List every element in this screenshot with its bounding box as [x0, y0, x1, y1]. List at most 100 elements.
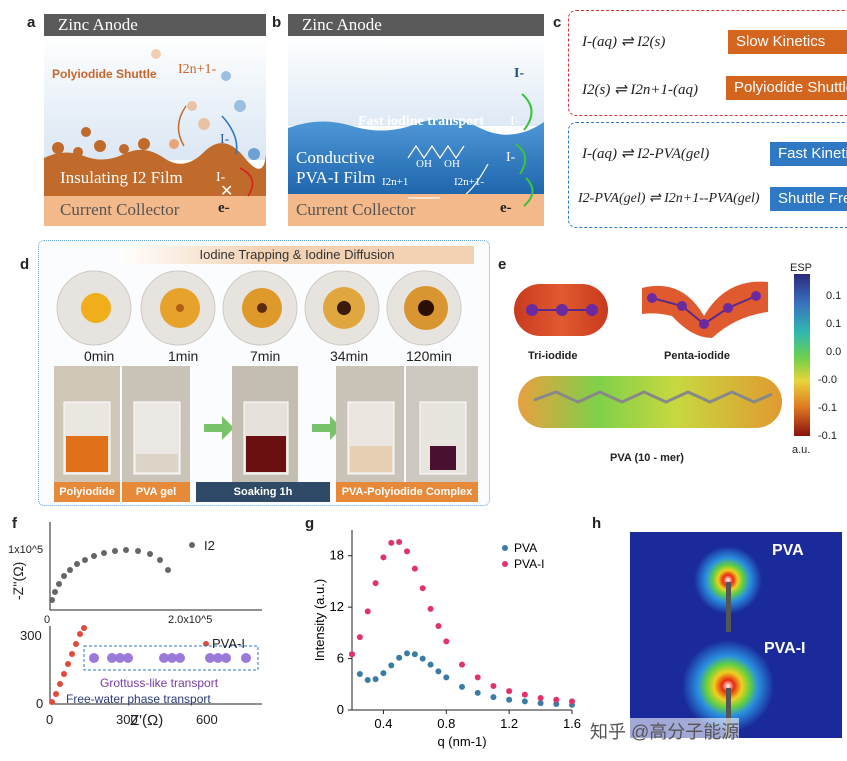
g-point-pva	[506, 696, 513, 703]
g-point-pva	[372, 676, 379, 683]
g-point-pva	[427, 661, 434, 668]
g-point-pva-i	[396, 539, 403, 545]
f-xtick-2: 600	[196, 712, 218, 727]
panel-label-c: c	[553, 14, 562, 31]
pva-10mer-label: PVA (10 - mer)	[610, 452, 684, 464]
esp-tick-0: 0.1	[826, 290, 842, 302]
g-point-pva-i	[388, 539, 395, 546]
beaker-photos	[54, 366, 478, 482]
badge-polyiodide-shuttle: Polyiodide Shuttle	[726, 76, 847, 100]
g-point-pva-i	[364, 608, 371, 615]
g-ytick-label: 6	[337, 651, 344, 666]
g-point-pva-i	[537, 695, 544, 701]
panel-a: Zinc Anode ✕ Polyiodide Shuttle I2n+1- I…	[44, 14, 266, 226]
electron-label: e-	[218, 200, 230, 216]
g-point-pva	[459, 683, 465, 690]
species-2: I2n+1-	[454, 176, 485, 188]
iodide-blocked: I-	[216, 170, 226, 185]
zinc-anode-header: Zinc Anode	[288, 14, 544, 36]
g-point-pva-i	[411, 565, 418, 572]
g-legend-pva-i: PVA-I	[514, 557, 544, 571]
g-point-pva	[435, 668, 442, 675]
g-ylabel: Intensity (a.u.)	[312, 579, 327, 661]
g-point-pva	[380, 670, 387, 677]
g-point-pva	[388, 662, 395, 669]
polyiodide-shuttle-label: Polyiodide Shuttle	[52, 67, 157, 81]
tri-iodide-label: Tri-iodide	[528, 350, 578, 362]
esp-tick-2: 0.0	[826, 346, 842, 358]
film-line1: Conductive	[296, 148, 375, 167]
time-2: 7min	[250, 348, 281, 364]
g-xtick-label: 1.6	[563, 716, 581, 731]
g-point-pva	[364, 677, 371, 683]
g-xtick-label: 1.2	[500, 716, 518, 731]
g-point-pva	[521, 698, 528, 705]
petri-dish-row	[56, 270, 462, 346]
g-point-pva-i	[349, 651, 355, 658]
g-point-pva	[411, 651, 418, 658]
h-label-pva: PVA	[772, 542, 804, 559]
g-point-pva	[404, 650, 410, 657]
penta-iodide-label: Penta-iodide	[664, 350, 731, 362]
fast-transport-label: Fast iodine transport	[358, 114, 484, 129]
g-point-pva-i	[490, 683, 497, 689]
g-ytick-label: 12	[330, 599, 344, 614]
film-line2: PVA-I Film	[296, 168, 376, 187]
g-xtick-label: 0.8	[437, 716, 455, 731]
f-xtick-1: 300	[116, 712, 138, 727]
f-series-i2: I2	[204, 538, 215, 553]
watermark: 知乎 @高分子能源	[590, 718, 740, 744]
f-ytick-0: 0	[36, 696, 44, 711]
panel-b-illustration	[288, 36, 544, 226]
panel-label-a: a	[27, 14, 36, 31]
g-point-pva-i	[553, 696, 560, 703]
esp-tick-4: -0.1	[818, 402, 837, 414]
g-xlabel: q (nm-1)	[437, 734, 486, 749]
g-xtick-label: 0.4	[374, 716, 392, 731]
f-series-pva-i: PVA-I	[212, 636, 245, 651]
f-top-ytick: 1x10^5	[8, 544, 44, 556]
badge-fast-kinetics: Fast Kinetics	[770, 142, 847, 166]
oh-group-2: OH	[444, 158, 460, 170]
esp-molecules	[514, 281, 782, 428]
esp-unit: a.u.	[792, 444, 811, 456]
g-point-pva-i	[569, 698, 575, 705]
g-point-pva-i	[380, 554, 387, 561]
h-label-pva-i: PVA-I	[764, 640, 806, 657]
g-point-pva-i	[459, 661, 465, 668]
g-legend-marker-pva	[502, 545, 508, 551]
esp-title: ESP	[790, 262, 813, 274]
panel-label-d: d	[20, 256, 30, 273]
esp-tick-5: -0.1	[818, 430, 837, 442]
panel-label-b: b	[272, 14, 282, 31]
current-collector-label: Current Collector	[60, 200, 180, 219]
equation-3: I-(aq) ⇌ I2-PVA(gel)	[582, 146, 710, 162]
g-point-pva	[553, 701, 560, 707]
caption-complex: PVA-Polyiodide Complex	[336, 482, 478, 502]
caption-polyiodide: Polyiodide	[54, 482, 120, 502]
g-point-pva-i	[404, 548, 410, 555]
f-xlabel: Z'(Ω)	[130, 712, 164, 729]
insulating-film-label: Insulating I2 Film	[60, 168, 183, 187]
iodide-ion: I-	[220, 132, 230, 147]
g-legend-pva: PVA	[514, 541, 537, 555]
g-point-pva-i	[356, 634, 363, 641]
caption-soaking: Soaking 1h	[196, 482, 330, 502]
panel-label-e: e	[498, 256, 507, 273]
g-point-pva	[419, 655, 426, 662]
g-point-pva-i	[506, 688, 513, 695]
panel-c-box-slow	[568, 10, 847, 116]
g-point-pva-i	[372, 580, 379, 587]
g-point-pva-i	[419, 585, 426, 592]
esp-colorbar	[794, 274, 810, 436]
g-point-pva	[396, 654, 403, 661]
equation-4: I2-PVA(gel) ⇌ I2n+1--PVA(gel)	[578, 191, 760, 206]
g-ytick-label: 18	[330, 548, 344, 563]
f-xtick-0: 0	[46, 712, 54, 727]
g-point-pva	[474, 689, 481, 696]
time-1: 1min	[168, 348, 199, 364]
f-top-xtick-0: 0	[44, 614, 51, 626]
g-point-pva	[356, 671, 363, 677]
time-4: 120min	[406, 348, 452, 364]
time-0: 0min	[84, 348, 115, 364]
